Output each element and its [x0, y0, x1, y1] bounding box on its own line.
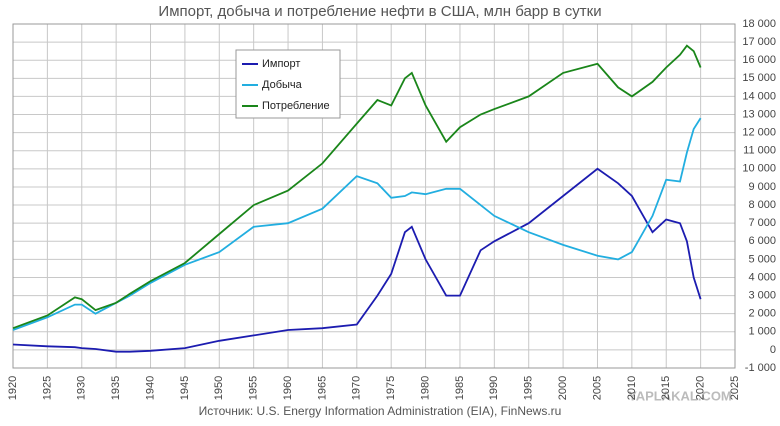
- y-tick-label: 8 000: [748, 199, 776, 211]
- x-tick-label: 2000: [557, 376, 569, 400]
- x-tick-label: 1980: [419, 376, 431, 400]
- x-tick-label: 1945: [179, 376, 191, 400]
- x-tick-label: 1925: [41, 376, 53, 400]
- legend-label: Импорт: [262, 58, 300, 70]
- legend-label: Потребление: [262, 100, 330, 112]
- x-tick-label: 1965: [316, 376, 328, 400]
- x-tick-label: 1955: [248, 376, 260, 400]
- y-tick-label: 6 000: [748, 235, 776, 247]
- y-tick-label: 4 000: [748, 271, 776, 283]
- series-line: [12, 167, 702, 353]
- plot-frame: [12, 23, 736, 369]
- x-tick-label: 1920: [7, 376, 19, 400]
- series-line: [12, 44, 702, 330]
- y-tick-label: 15 000: [742, 72, 776, 84]
- y-tick-label: 1 000: [748, 326, 776, 338]
- y-tick-label: 11 000: [743, 145, 776, 157]
- x-tick-label: 1930: [76, 376, 88, 400]
- x-tick-label: 1935: [110, 376, 122, 400]
- watermark: YAPLAKAL.COM: [628, 388, 732, 403]
- x-tick-label: 1970: [351, 376, 363, 400]
- y-tick-label: 13 000: [742, 108, 776, 120]
- y-tick-label: 12 000: [742, 127, 776, 139]
- x-tick-label: 1995: [523, 376, 535, 400]
- x-tick-label: 2020: [695, 376, 707, 400]
- y-tick-label: 17 000: [742, 36, 776, 48]
- legend-label: Добыча: [262, 79, 303, 91]
- y-tick-label: 5 000: [748, 253, 776, 265]
- x-tick-label: 2025: [729, 376, 741, 400]
- y-tick-label: 0: [770, 344, 776, 356]
- x-tick-label: 1985: [454, 376, 466, 400]
- x-tick-label: 1990: [488, 376, 500, 400]
- x-tick-label: 1940: [144, 376, 156, 400]
- source: Источник: U.S. Energy Information Admini…: [199, 404, 562, 418]
- x-tick-label: 1960: [282, 376, 294, 400]
- y-tick-label: 7 000: [748, 217, 776, 229]
- y-tick-label: 16 000: [742, 54, 776, 66]
- x-tick-label: 1975: [385, 376, 397, 400]
- x-tick-label: 2005: [591, 376, 603, 400]
- x-tick-label: 1950: [213, 376, 225, 400]
- chart-title: Импорт, добыча и потребление нефти в США…: [158, 3, 601, 20]
- y-tick-label: -1 000: [745, 362, 776, 374]
- x-tick-label: 2015: [660, 376, 672, 400]
- y-tick-label: 10 000: [742, 163, 776, 175]
- y-tick-label: 3 000: [748, 289, 776, 301]
- x-tick-label: 2010: [626, 376, 638, 400]
- y-tick-label: 2 000: [748, 308, 776, 320]
- y-tick-label: 18 000: [742, 18, 776, 30]
- y-tick-label: 9 000: [748, 181, 776, 193]
- y-tick-label: 14 000: [742, 90, 776, 102]
